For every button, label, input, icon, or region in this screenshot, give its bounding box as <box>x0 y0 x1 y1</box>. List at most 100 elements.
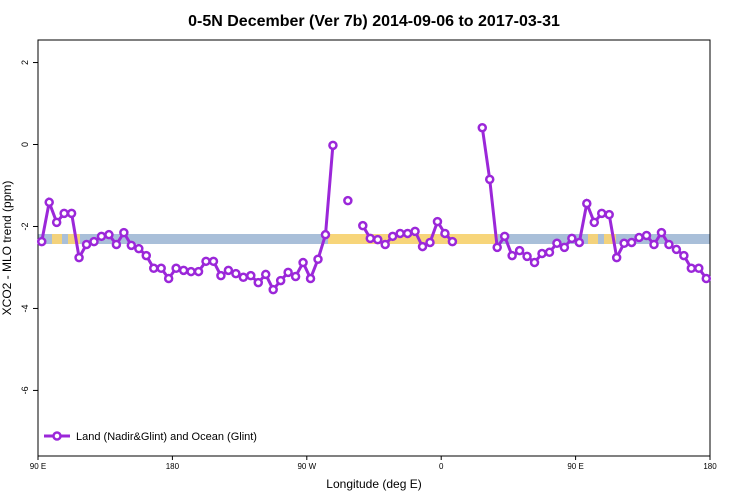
point <box>529 257 540 268</box>
point <box>671 244 682 255</box>
point <box>432 216 443 227</box>
point <box>51 217 62 228</box>
point <box>328 140 338 151</box>
y-axis-label: XCO2 - MLO trend (ppm) <box>0 181 14 316</box>
point <box>649 239 659 250</box>
point <box>611 252 622 263</box>
point <box>582 198 592 209</box>
point <box>305 273 316 284</box>
point <box>477 122 488 133</box>
point <box>634 232 644 243</box>
point <box>619 238 629 249</box>
point <box>193 266 204 277</box>
point <box>216 270 226 281</box>
point <box>141 250 152 261</box>
point <box>104 229 114 240</box>
point <box>81 239 92 250</box>
point <box>701 273 712 284</box>
legend-label: Land (Nadir&Glint) and Ocean (Glint) <box>76 431 257 443</box>
land-band <box>604 234 616 244</box>
y-tick-label: -6 <box>20 386 30 394</box>
x-tick-label: 90 W <box>297 462 316 471</box>
point <box>372 234 383 245</box>
point <box>447 236 458 247</box>
point <box>641 230 652 241</box>
point <box>656 227 667 238</box>
point <box>544 247 555 258</box>
legend-marker <box>52 431 62 441</box>
x-tick-label: 0 <box>439 462 444 471</box>
point <box>410 226 420 237</box>
point <box>664 239 674 250</box>
point <box>492 242 502 253</box>
y-tick-label: -2 <box>20 222 30 230</box>
point <box>537 248 547 259</box>
point <box>320 229 331 240</box>
point <box>440 228 450 239</box>
point <box>395 228 405 239</box>
point <box>238 272 249 283</box>
x-tick-label: 180 <box>703 462 717 471</box>
point <box>89 236 99 247</box>
y-tick-label: 0 <box>20 142 30 147</box>
point <box>148 263 159 274</box>
chart-title: 0-5N December (Ver 7b) 2014-09-06 to 201… <box>188 13 560 30</box>
y-tick-label: 2 <box>20 60 30 65</box>
point <box>111 239 122 250</box>
x-axis-label: Longitude (deg E) <box>326 477 421 491</box>
point <box>74 252 84 263</box>
point <box>402 228 413 239</box>
point <box>260 269 271 280</box>
point <box>522 251 532 262</box>
point <box>552 238 562 249</box>
point <box>604 209 614 220</box>
point <box>268 284 278 295</box>
point <box>253 277 264 288</box>
x-tick-label: 180 <box>166 462 180 471</box>
point <box>119 227 129 238</box>
point <box>59 208 69 219</box>
point <box>126 240 137 251</box>
point <box>246 270 256 281</box>
point <box>163 273 174 284</box>
point <box>626 237 637 248</box>
point <box>343 195 353 206</box>
land-band <box>68 234 80 244</box>
point <box>567 233 577 244</box>
point <box>231 268 241 279</box>
point <box>514 245 525 256</box>
land-band <box>328 234 498 244</box>
point <box>596 208 607 219</box>
point <box>171 263 181 274</box>
point <box>44 197 54 208</box>
point <box>417 241 428 252</box>
y-tick-label: -4 <box>20 304 30 312</box>
point <box>283 267 293 278</box>
point <box>96 231 107 242</box>
land-band <box>52 234 62 244</box>
plot-frame <box>37 39 711 457</box>
point <box>186 266 196 277</box>
point <box>156 263 166 274</box>
point <box>484 174 495 185</box>
x-tick-label: 90 E <box>30 462 46 471</box>
point <box>275 275 286 286</box>
point <box>679 250 689 261</box>
point <box>559 242 570 253</box>
point <box>290 271 301 282</box>
point <box>358 220 368 231</box>
point <box>365 233 376 244</box>
point <box>201 256 211 267</box>
point <box>134 243 144 254</box>
point <box>298 257 308 268</box>
x-tick-label: 90 E <box>567 462 583 471</box>
land-band <box>588 234 598 244</box>
point <box>313 254 323 265</box>
point <box>499 231 510 242</box>
point <box>694 263 704 274</box>
point <box>574 237 585 248</box>
point <box>589 217 600 228</box>
point <box>380 239 390 250</box>
point <box>686 263 697 274</box>
point <box>36 236 47 247</box>
